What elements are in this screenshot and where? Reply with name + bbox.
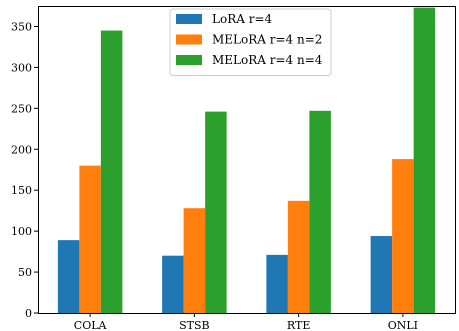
legend: LoRA r=4 MELoRA r=4 n=2 MELoRA r=4 n=4 <box>169 8 332 76</box>
bar-onli-series-3 <box>413 7 436 314</box>
x-axis: COLA STSB RTE ONLI <box>74 313 418 331</box>
y-tick-label: 350 <box>11 20 32 33</box>
bar-rte-series-2 <box>287 200 310 313</box>
legend-swatch-2 <box>176 34 202 45</box>
x-tick-label-onli: ONLI <box>388 319 418 331</box>
plot-frame <box>38 6 456 314</box>
bar-onli-series-2 <box>392 159 414 313</box>
legend-label-1: LoRA r=4 <box>212 12 273 26</box>
y-tick-label: 250 <box>11 102 32 115</box>
y-tick-label: 200 <box>11 143 32 156</box>
x-tick-label-stsb: STSB <box>179 319 210 331</box>
x-tick-label-cola: COLA <box>74 319 108 331</box>
y-axis: 0 50 100 150 200 250 300 350 <box>11 20 38 320</box>
bar-onli-series-1 <box>370 236 393 313</box>
bar-stsb-series-1 <box>162 255 184 313</box>
bar-rte-series-1 <box>266 254 288 313</box>
y-tick-label: 300 <box>11 61 32 74</box>
bar-cola-series-1 <box>57 240 80 313</box>
legend-label-3: MELoRA r=4 n=4 <box>212 53 323 67</box>
y-tick-label: 150 <box>11 184 32 197</box>
bar-cola-series-2 <box>79 165 101 313</box>
x-tick-label-rte: RTE <box>287 319 310 331</box>
bar-rte-series-3 <box>309 110 331 313</box>
legend-label-2: MELoRA r=4 n=2 <box>212 33 322 47</box>
legend-swatch-1 <box>176 14 202 24</box>
y-tick-label: 0 <box>25 307 32 320</box>
legend-box <box>169 8 332 76</box>
y-tick-label: 50 <box>18 266 32 279</box>
bar-stsb-series-3 <box>205 111 227 313</box>
bar-stsb-series-2 <box>183 208 206 313</box>
y-tick-label: 100 <box>11 225 32 238</box>
legend-swatch-3 <box>176 55 202 65</box>
bars-layer <box>57 7 436 314</box>
bar-cola-series-3 <box>100 30 123 314</box>
